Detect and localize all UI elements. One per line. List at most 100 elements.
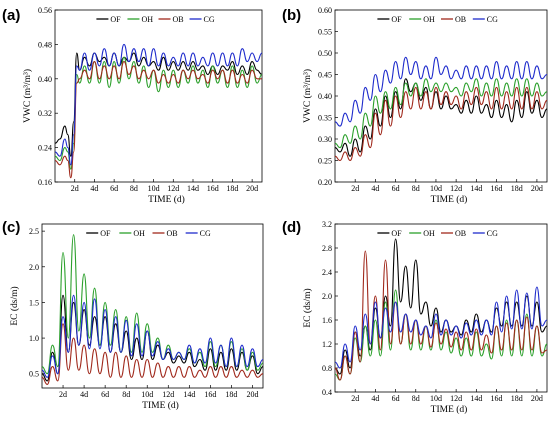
plot-frame [334, 9, 548, 183]
x-tick-label: 16d [491, 184, 503, 193]
y-tick-label: 2.4 [322, 268, 332, 277]
legend-entry-of: OF [391, 15, 402, 24]
legend-entry-oh: OH [423, 15, 435, 24]
x-tick-label: 20d [531, 394, 543, 403]
x-axis-label: TIME (d) [431, 404, 468, 415]
series-line-ob [335, 86, 547, 162]
y-tick-label: 0.5 [29, 370, 39, 379]
series-line-cg [42, 294, 263, 378]
x-tick-label: 16d [491, 394, 503, 403]
legend-entry-cg: CG [487, 229, 498, 238]
x-tick-label: 8d [412, 184, 420, 193]
x-tick-label: 2d [71, 184, 79, 193]
legend-entry-cg: CG [204, 15, 215, 24]
x-tick-label: 12d [450, 394, 462, 403]
series-line-cg [55, 43, 262, 166]
plot-frame [41, 223, 264, 389]
x-tick-label: 12d [162, 390, 174, 399]
series-line-of [335, 78, 547, 157]
legend-entry-of: OF [100, 229, 111, 238]
x-tick-label: 18d [226, 184, 238, 193]
y-tick-label: 2.8 [322, 244, 332, 253]
x-tick-label: 6d [101, 390, 109, 399]
y-tick-label: 0.40 [38, 75, 52, 84]
x-tick-label: 8d [412, 394, 420, 403]
y-tick-label: 2.0 [29, 263, 39, 272]
legend: OF OH OB CG [96, 15, 215, 24]
legend: OF OH OB CG [377, 229, 498, 238]
series-line-ob [335, 250, 547, 381]
y-tick-label: 0.4 [322, 388, 332, 397]
x-tick-label: 20d [246, 390, 258, 399]
x-tick-label: 18d [225, 390, 237, 399]
y-tick-label: 0.25 [318, 157, 332, 166]
x-tick-label: 16d [207, 184, 219, 193]
legend-entry-ob: OB [173, 15, 184, 24]
y-tick-label: 0.45 [318, 71, 332, 80]
x-tick-label: 2d [351, 394, 359, 403]
x-tick-label: 10d [430, 184, 442, 193]
x-tick-label: 14d [187, 184, 199, 193]
legend-entry-ob: OB [455, 15, 466, 24]
y-tick-label: 1.0 [29, 334, 39, 343]
series-group [55, 43, 262, 179]
legend-entry-of: OF [391, 229, 402, 238]
x-tick-label: 20d [246, 184, 258, 193]
y-tick-label: 0.24 [38, 144, 52, 153]
x-tick-label: 16d [204, 390, 216, 399]
x-tick-label: 10d [141, 390, 153, 399]
y-axis-label: EC (ds/m) [302, 288, 313, 327]
x-tick-label: 2d [351, 184, 359, 193]
panel-label: (b) [282, 7, 301, 24]
legend-entry-oh: OH [423, 229, 435, 238]
series-line-cg [335, 56, 547, 127]
x-tick-label: 8d [130, 184, 138, 193]
x-tick-label: 10d [430, 394, 442, 403]
panel-label: (d) [282, 219, 301, 236]
y-tick-label: 3.2 [322, 220, 332, 229]
x-tick-label: 10d [148, 184, 160, 193]
y-tick-label: 0.48 [38, 40, 52, 49]
x-tick-label: 4d [90, 184, 98, 193]
series-group [42, 234, 263, 385]
x-axis-label: TIME (d) [148, 194, 185, 205]
y-axis-label: EC (ds/m) [9, 286, 20, 325]
legend: OF OH OB CG [86, 229, 211, 238]
x-tick-label: 12d [450, 184, 462, 193]
y-tick-label: 0.50 [318, 49, 332, 58]
plot-frame [334, 223, 548, 393]
panel-label: (c) [2, 219, 20, 236]
series-line-of [335, 238, 547, 375]
y-tick-label: 0.55 [318, 28, 332, 37]
chart-panel-2: (b) 0.20 0.25 0.30 0.35 0.40 0.45 0.50 0.55 0.60 2… [282, 6, 548, 205]
legend-entry-cg: CG [487, 15, 498, 24]
series-line-ob [55, 61, 262, 179]
x-tick-label: 6d [392, 184, 400, 193]
x-tick-label: 12d [167, 184, 179, 193]
x-tick-label: 4d [371, 394, 379, 403]
legend-entry-ob: OB [167, 229, 178, 238]
legend-entry-of: OF [110, 15, 121, 24]
panel-label: (a) [2, 7, 20, 24]
y-tick-label: 2.0 [322, 292, 332, 301]
x-tick-label: 4d [80, 390, 88, 399]
series-line-ob [42, 323, 263, 385]
x-tick-label: 4d [371, 184, 379, 193]
y-tick-label: 0.16 [38, 178, 52, 187]
x-tick-label: 20d [531, 184, 543, 193]
legend-entry-oh: OH [133, 229, 145, 238]
x-tick-label: 14d [470, 184, 482, 193]
y-tick-label: 0.40 [318, 92, 332, 101]
y-tick-label: 0.8 [322, 364, 332, 373]
y-tick-label: 0.20 [318, 178, 332, 187]
chart-panel-4: (d) 0.4 0.8 1.2 1.6 2.0 2.4 2.8 3.2 2d 4d 6d 8d 10d 12… [282, 219, 548, 415]
x-tick-label: 2d [59, 390, 67, 399]
x-tick-label: 14d [470, 394, 482, 403]
x-tick-label: 14d [183, 390, 195, 399]
chart-panel-3: (c) 0.5 1.0 1.5 2.0 2.5 2d 4d 6d 8d 10d 12d 14d 16d 18… [2, 219, 264, 411]
y-tick-label: 1.2 [322, 340, 332, 349]
chart-panel-1: (a) 0.16 0.24 0.32 0.40 0.48 0.56 2d 4d 6d 8d 10d 12… [2, 6, 263, 205]
x-tick-label: 6d [392, 394, 400, 403]
x-axis-label: TIME (d) [431, 194, 468, 205]
y-tick-label: 0.30 [318, 135, 332, 144]
